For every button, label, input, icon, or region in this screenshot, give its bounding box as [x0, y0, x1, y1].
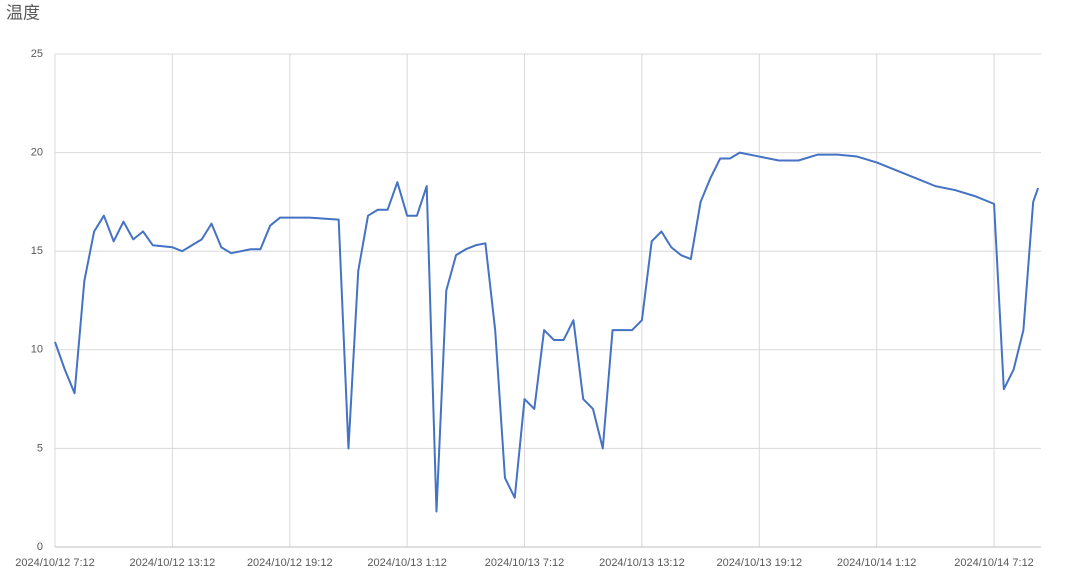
y-tick-label: 5 — [37, 442, 43, 454]
x-tick-label: 2024/10/14 1:12 — [837, 557, 917, 569]
x-tick-label: 2024/10/13 13:12 — [599, 557, 685, 569]
x-tick-label: 2024/10/13 7:12 — [485, 557, 565, 569]
x-tick-label: 2024/10/13 19:12 — [716, 557, 802, 569]
line — [54, 151, 1040, 513]
x-tick-label: 2024/10/12 7:12 — [15, 557, 95, 569]
y-tick-label: 10 — [31, 344, 43, 356]
y-tick-label: 15 — [31, 245, 43, 257]
x-tick-label: 2024/10/12 19:12 — [247, 557, 333, 569]
y-tick-label: 0 — [37, 541, 43, 553]
x-tick-label: 2024/10/12 13:12 — [130, 557, 216, 569]
y-tick-label: 25 — [31, 48, 43, 60]
y-tick-label: 20 — [31, 147, 43, 159]
x-tick-label: 2024/10/13 1:12 — [367, 557, 447, 569]
x-tick-label: 2024/10/14 7:12 — [954, 557, 1034, 569]
chart-title: 温度 — [6, 3, 40, 22]
